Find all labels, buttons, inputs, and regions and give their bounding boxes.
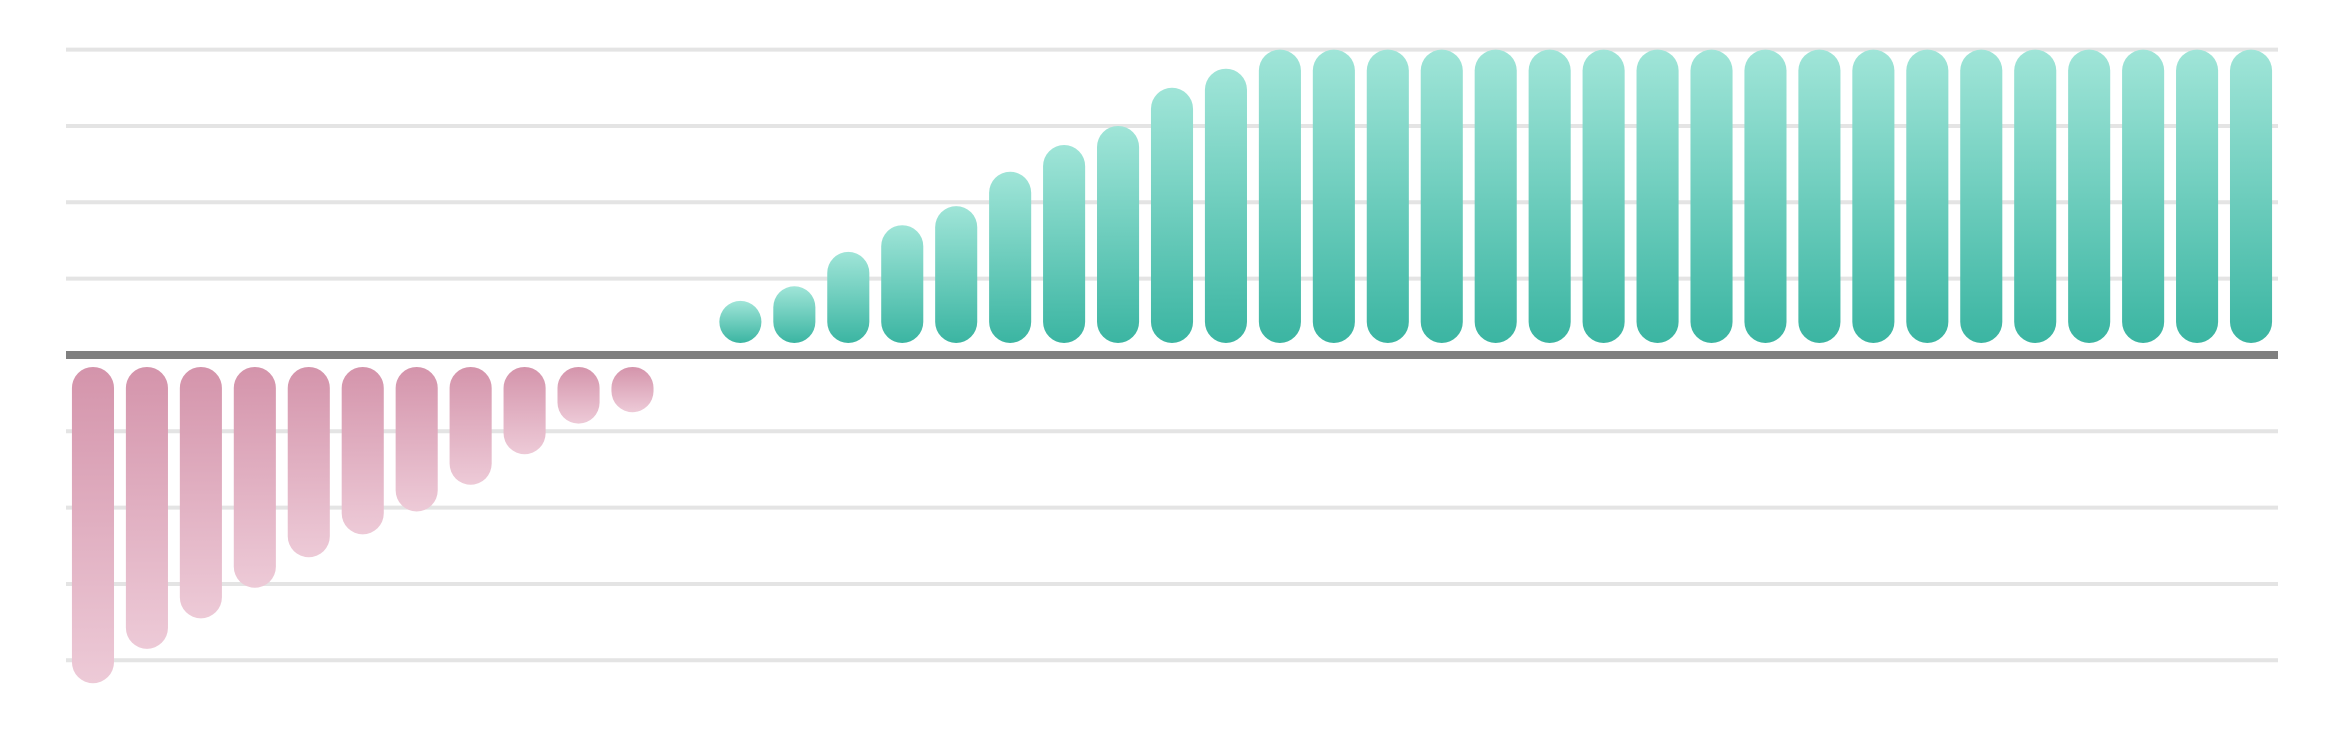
bar xyxy=(719,300,762,343)
bar xyxy=(935,206,978,343)
bar xyxy=(179,366,222,619)
bar xyxy=(1474,49,1517,343)
bar xyxy=(2229,49,2273,343)
bar xyxy=(1852,49,1895,343)
bar xyxy=(1528,49,1571,343)
bar xyxy=(2122,49,2165,343)
bar xyxy=(2176,49,2219,343)
bar xyxy=(449,366,492,485)
bar xyxy=(773,286,816,343)
bar xyxy=(287,366,330,558)
bar xyxy=(611,366,654,413)
bar xyxy=(1582,49,1625,343)
bar xyxy=(557,366,600,424)
bar xyxy=(1043,145,1086,343)
bar xyxy=(1312,49,1355,343)
bar xyxy=(395,366,438,512)
bar xyxy=(2014,49,2057,343)
bar xyxy=(1097,125,1140,343)
bar xyxy=(125,366,168,649)
bar xyxy=(1420,49,1463,343)
bar xyxy=(881,225,924,343)
bar xyxy=(1960,49,2003,343)
bar xyxy=(1906,49,1949,343)
bar xyxy=(233,366,276,588)
bar xyxy=(989,171,1032,343)
bar xyxy=(71,366,115,684)
bar xyxy=(341,366,384,535)
bar xyxy=(2068,49,2111,343)
bar xyxy=(1744,49,1787,343)
bar xyxy=(1258,49,1301,343)
bar xyxy=(1690,49,1733,343)
bar xyxy=(827,251,870,343)
bar xyxy=(1366,49,1409,343)
bar xyxy=(1204,68,1247,343)
bar xyxy=(1798,49,1841,343)
bar xyxy=(1150,87,1194,343)
bar xyxy=(503,366,546,455)
bar xyxy=(1636,49,1679,343)
